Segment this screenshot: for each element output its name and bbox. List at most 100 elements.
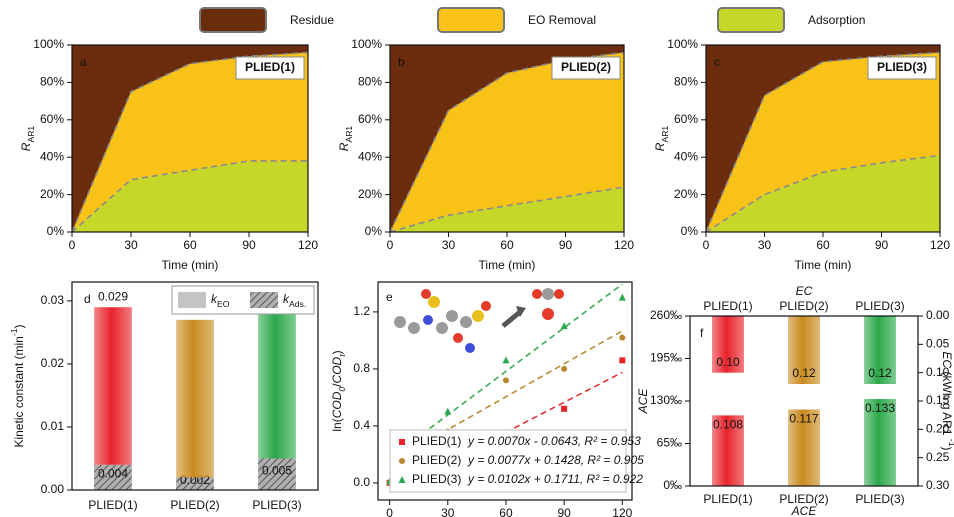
panel-label: PLIED(2) bbox=[561, 60, 611, 74]
value-label: 0.108 bbox=[713, 418, 743, 432]
label-part: ) bbox=[12, 324, 26, 328]
y-tick-label: 80% bbox=[358, 75, 382, 89]
y-axis-label: RAR1 bbox=[337, 126, 354, 152]
legend-swatch bbox=[250, 292, 278, 308]
x-tick-label: 90 bbox=[242, 238, 256, 252]
label-part: EC bbox=[940, 351, 954, 368]
x-tick-label: 90 bbox=[557, 506, 571, 517]
x-tick-label: 30 bbox=[758, 238, 772, 252]
legend-label: Adsorption bbox=[808, 13, 865, 27]
point bbox=[503, 377, 509, 383]
point bbox=[502, 356, 509, 363]
panel-label: PLIED(3) bbox=[877, 60, 927, 74]
legend-label: EO Removal bbox=[528, 13, 596, 27]
legend-equation: y = 0.0070x - 0.0643, R² = 0.953 bbox=[467, 434, 641, 448]
y-tick-label: 1.2 bbox=[353, 304, 370, 318]
y-tick-label: 20% bbox=[674, 187, 698, 201]
top-tick-label: PLIED(2) bbox=[779, 299, 828, 313]
legend-label: PLIED(2) bbox=[412, 453, 461, 467]
y-tick-label: 40% bbox=[358, 149, 382, 163]
x-tick-label: 0 bbox=[386, 506, 393, 517]
y-tick-label: 40% bbox=[40, 149, 64, 163]
panel-letter: b bbox=[398, 55, 405, 69]
total-label: 0.029 bbox=[98, 289, 128, 303]
y-tick-label: 0% bbox=[681, 224, 699, 238]
value-label: 0.12 bbox=[868, 366, 892, 380]
y-tick-label: 60% bbox=[40, 112, 64, 126]
y-tick-label: 100% bbox=[667, 37, 698, 51]
legend-swatch bbox=[438, 8, 504, 32]
legend-label: PLIED(3) bbox=[412, 472, 461, 486]
x-tick-label: 120 bbox=[930, 238, 950, 252]
legend-marker bbox=[399, 439, 405, 445]
y-tick-label: 80% bbox=[40, 75, 64, 89]
y-axis-label: RAR1 bbox=[19, 126, 36, 152]
x-tick-label: 0 bbox=[703, 238, 710, 252]
legend-label: PLIED(1) bbox=[412, 434, 461, 448]
legend-marker bbox=[399, 458, 405, 464]
x-tick-label: 60 bbox=[500, 238, 514, 252]
label-part: AR1 bbox=[26, 126, 36, 143]
panel-letter: a bbox=[80, 55, 87, 69]
y-tick-label: 0.25 bbox=[926, 450, 950, 464]
page: 0%20%40%60%80%100%0306090120Time (min)RA… bbox=[0, 0, 954, 517]
y-tick-label: 0% bbox=[365, 224, 383, 238]
point bbox=[619, 335, 625, 341]
y-tick-label: 80% bbox=[674, 75, 698, 89]
panel-letter: f bbox=[700, 326, 704, 340]
x-tick-label: PLIED(1) bbox=[88, 498, 137, 512]
y-tick-label: 65‰ bbox=[657, 436, 682, 450]
label-part: R bbox=[337, 142, 351, 151]
bar-segment bbox=[94, 307, 132, 465]
panel-letter: d bbox=[84, 292, 91, 306]
y-tick-label: 0.05 bbox=[926, 337, 950, 351]
label-part: AR1 bbox=[344, 126, 354, 143]
y-tick-label: 20% bbox=[40, 187, 64, 201]
x-tick-label: 120 bbox=[612, 506, 632, 517]
x-tick-label: 120 bbox=[614, 238, 634, 252]
point bbox=[561, 366, 567, 372]
y-tick-label: 20% bbox=[358, 187, 382, 201]
x-tick-label: 120 bbox=[298, 238, 318, 252]
value-label: 0.12 bbox=[792, 366, 816, 380]
y-tick-label: 260‰ bbox=[650, 308, 682, 322]
legend-equation: y = 0.0102x + 0.1711, R² = 0.922 bbox=[467, 472, 643, 486]
point bbox=[619, 357, 625, 363]
label-part: EO bbox=[217, 299, 230, 309]
label-part: Ads. bbox=[289, 299, 306, 309]
y-tick-label: 0.4 bbox=[353, 418, 370, 432]
y-tick-label: 0.00 bbox=[41, 482, 65, 496]
x-axis-label: Time (min) bbox=[479, 258, 536, 272]
panel-letter: e bbox=[386, 290, 393, 304]
x-tick-label: PLIED(3) bbox=[252, 498, 301, 512]
x-tick-label: 0 bbox=[387, 238, 394, 252]
label-part: COD bbox=[330, 356, 344, 383]
y-tick-label: 0.8 bbox=[353, 361, 370, 375]
label-part: R bbox=[653, 142, 667, 151]
y-axis-label: ACE bbox=[636, 388, 650, 415]
y-tick-label: 0.03 bbox=[41, 293, 65, 307]
y-tick-label: 0.00 bbox=[926, 308, 950, 322]
top-axis-label: EC bbox=[796, 284, 813, 298]
label-part: AR1 bbox=[660, 126, 670, 143]
panel-label: PLIED(1) bbox=[245, 60, 295, 74]
x-tick-label: PLIED(2) bbox=[170, 498, 219, 512]
legend-swatch bbox=[718, 8, 784, 32]
legend-label: Residue bbox=[290, 13, 334, 27]
x-axis-label: Time (min) bbox=[795, 258, 852, 272]
label-part: ) bbox=[940, 447, 954, 451]
y-tick-label: 60% bbox=[674, 112, 698, 126]
x-tick-label: PLIED(3) bbox=[855, 492, 904, 506]
x-tick-label: 90 bbox=[559, 238, 573, 252]
top-tick-label: PLIED(1) bbox=[703, 299, 752, 313]
top-tick-label: PLIED(3) bbox=[855, 299, 904, 313]
value-label: 0.004 bbox=[98, 467, 128, 481]
legend-swatch bbox=[200, 8, 266, 32]
x-tick-label: 60 bbox=[499, 506, 513, 517]
value-label: 0.117 bbox=[789, 412, 818, 426]
x-tick-label: 30 bbox=[124, 238, 138, 252]
y-tick-label: 130‰ bbox=[650, 393, 682, 407]
value-label: 0.10 bbox=[716, 355, 740, 369]
y-tick-label: 40% bbox=[674, 149, 698, 163]
point bbox=[444, 408, 451, 415]
